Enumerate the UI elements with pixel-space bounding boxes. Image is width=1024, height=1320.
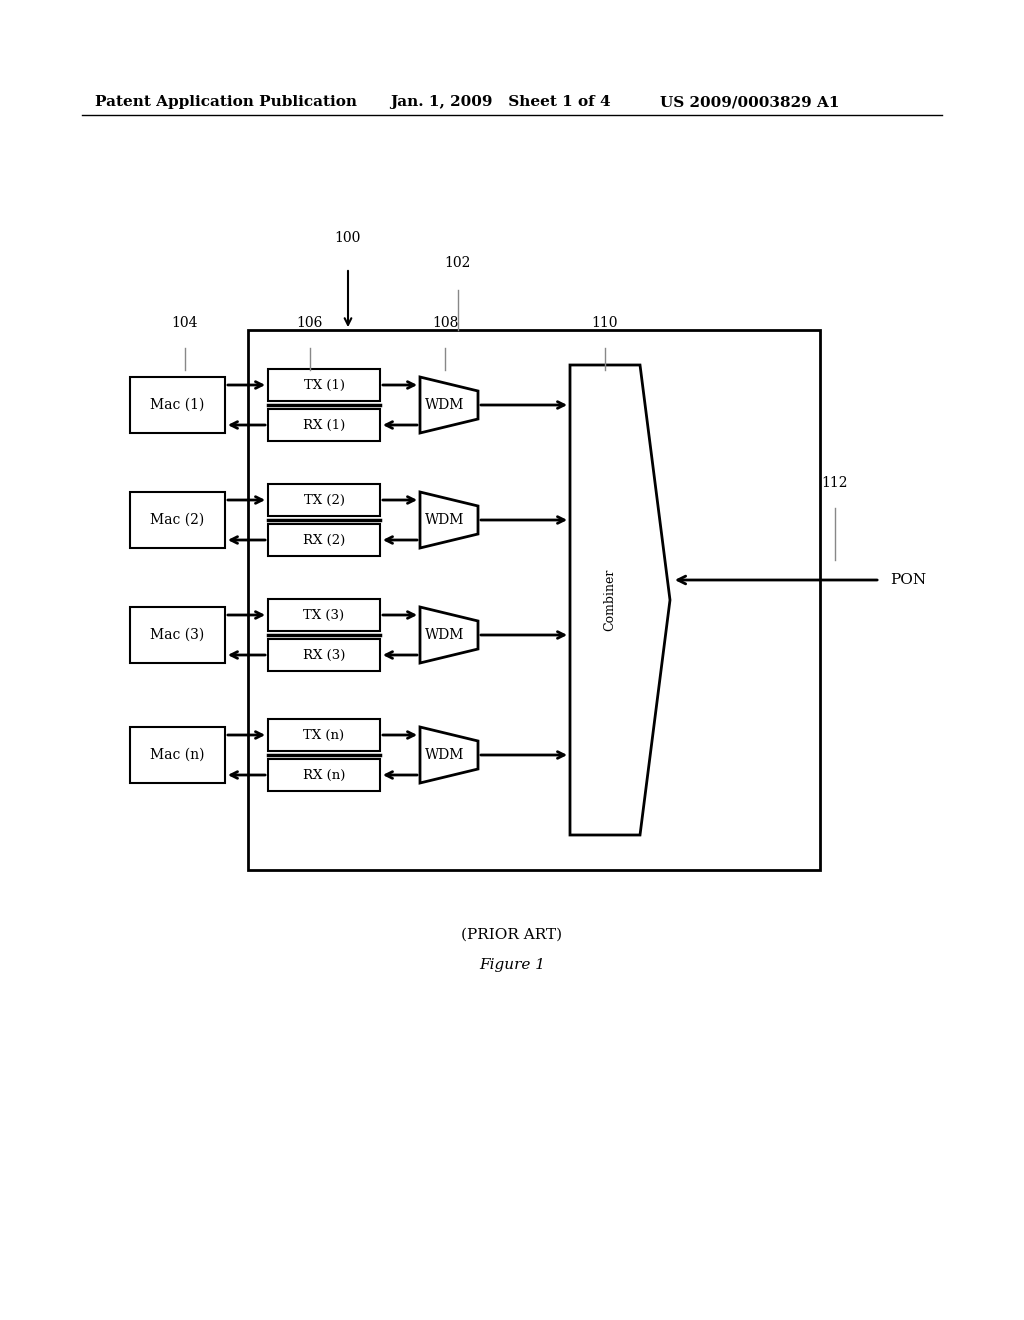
FancyBboxPatch shape bbox=[268, 524, 380, 556]
FancyBboxPatch shape bbox=[268, 639, 380, 671]
Text: 106: 106 bbox=[297, 315, 324, 330]
Text: RX (3): RX (3) bbox=[303, 648, 345, 661]
Text: RX (n): RX (n) bbox=[303, 768, 345, 781]
Text: Mac (3): Mac (3) bbox=[151, 628, 205, 642]
Text: US 2009/0003829 A1: US 2009/0003829 A1 bbox=[660, 95, 840, 110]
Text: RX (1): RX (1) bbox=[303, 418, 345, 432]
Text: (PRIOR ART): (PRIOR ART) bbox=[462, 928, 562, 942]
Polygon shape bbox=[420, 727, 478, 783]
Text: Mac (2): Mac (2) bbox=[151, 513, 205, 527]
Text: 100: 100 bbox=[335, 231, 361, 246]
Text: Mac (1): Mac (1) bbox=[151, 399, 205, 412]
Polygon shape bbox=[420, 607, 478, 663]
Text: Mac (n): Mac (n) bbox=[151, 748, 205, 762]
Text: Combiner: Combiner bbox=[603, 569, 616, 631]
FancyBboxPatch shape bbox=[130, 492, 225, 548]
FancyBboxPatch shape bbox=[130, 727, 225, 783]
Text: 110: 110 bbox=[592, 315, 618, 330]
FancyBboxPatch shape bbox=[268, 599, 380, 631]
Text: TX (n): TX (n) bbox=[303, 729, 344, 742]
Text: TX (3): TX (3) bbox=[303, 609, 344, 622]
Text: Figure 1: Figure 1 bbox=[479, 958, 545, 972]
FancyBboxPatch shape bbox=[268, 409, 380, 441]
FancyBboxPatch shape bbox=[268, 759, 380, 791]
Text: PON: PON bbox=[890, 573, 926, 587]
Text: WDM: WDM bbox=[425, 513, 465, 527]
FancyBboxPatch shape bbox=[268, 719, 380, 751]
Text: TX (2): TX (2) bbox=[303, 494, 344, 507]
Text: WDM: WDM bbox=[425, 628, 465, 642]
Text: WDM: WDM bbox=[425, 399, 465, 412]
Text: RX (2): RX (2) bbox=[303, 533, 345, 546]
Polygon shape bbox=[420, 492, 478, 548]
Text: Jan. 1, 2009   Sheet 1 of 4: Jan. 1, 2009 Sheet 1 of 4 bbox=[390, 95, 610, 110]
Text: TX (1): TX (1) bbox=[303, 379, 344, 392]
Text: WDM: WDM bbox=[425, 748, 465, 762]
Polygon shape bbox=[570, 366, 670, 836]
Text: Patent Application Publication: Patent Application Publication bbox=[95, 95, 357, 110]
FancyBboxPatch shape bbox=[130, 378, 225, 433]
Text: 108: 108 bbox=[432, 315, 458, 330]
Polygon shape bbox=[420, 378, 478, 433]
Text: 112: 112 bbox=[821, 477, 848, 490]
FancyBboxPatch shape bbox=[268, 484, 380, 516]
FancyBboxPatch shape bbox=[248, 330, 820, 870]
Text: 102: 102 bbox=[444, 256, 471, 271]
FancyBboxPatch shape bbox=[130, 607, 225, 663]
Text: 104: 104 bbox=[172, 315, 199, 330]
FancyBboxPatch shape bbox=[268, 370, 380, 401]
